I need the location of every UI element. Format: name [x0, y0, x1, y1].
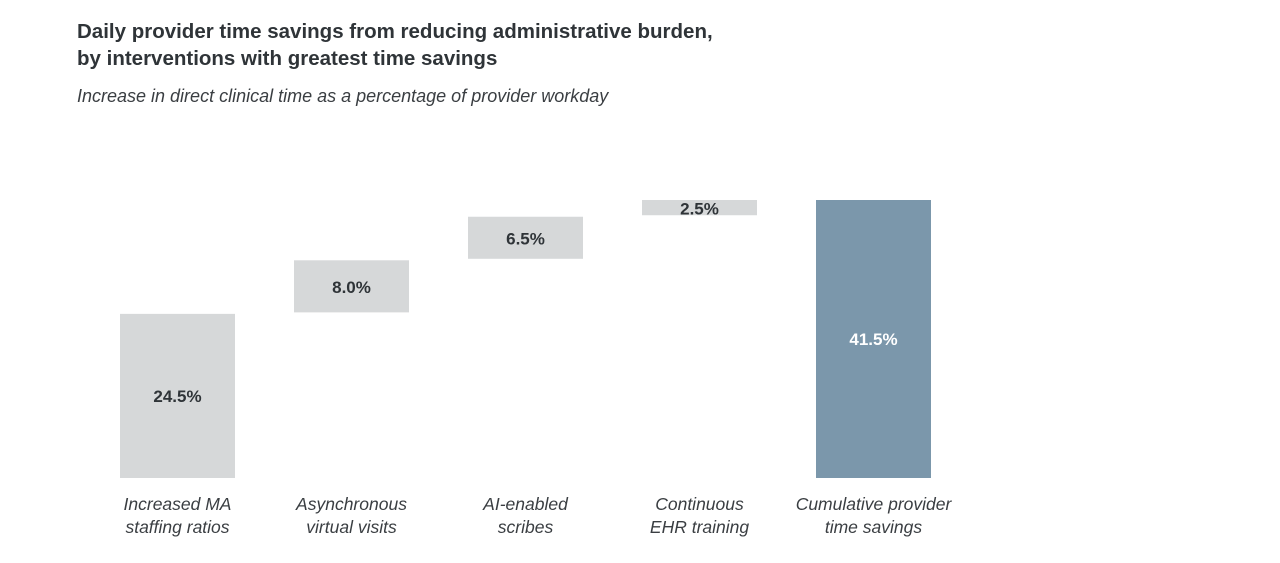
data-label: 41.5%	[849, 330, 897, 349]
step-bar	[642, 200, 757, 216]
category-label: time savings	[825, 517, 923, 537]
data-label: 6.5%	[506, 230, 545, 249]
category-label: EHR training	[650, 517, 749, 537]
chart-title-line-2: by interventions with greatest time savi…	[77, 47, 498, 70]
category-label: scribes	[498, 517, 554, 537]
category-label: Continuous	[655, 494, 744, 514]
chart-subtitle: Increase in direct clinical time as a pe…	[77, 86, 609, 106]
total-bar	[816, 200, 931, 478]
data-label: 24.5%	[153, 387, 201, 406]
step-bar	[294, 260, 409, 313]
step-bar	[468, 216, 583, 259]
chart-title-line-1: Daily provider time savings from reducin…	[77, 20, 713, 43]
data-label: 8.0%	[332, 278, 371, 297]
category-label: staffing ratios	[125, 517, 229, 537]
category-label: virtual visits	[306, 517, 397, 537]
category-label: Cumulative provider	[796, 494, 953, 514]
category-label: Asynchronous	[295, 494, 407, 514]
chart-title: Daily provider time savings from reducin…	[77, 18, 713, 72]
category-label: AI-enabled	[482, 494, 569, 514]
data-label: 2.5%	[680, 199, 719, 218]
category-label: Increased MA	[124, 494, 232, 514]
step-bar	[120, 313, 235, 478]
